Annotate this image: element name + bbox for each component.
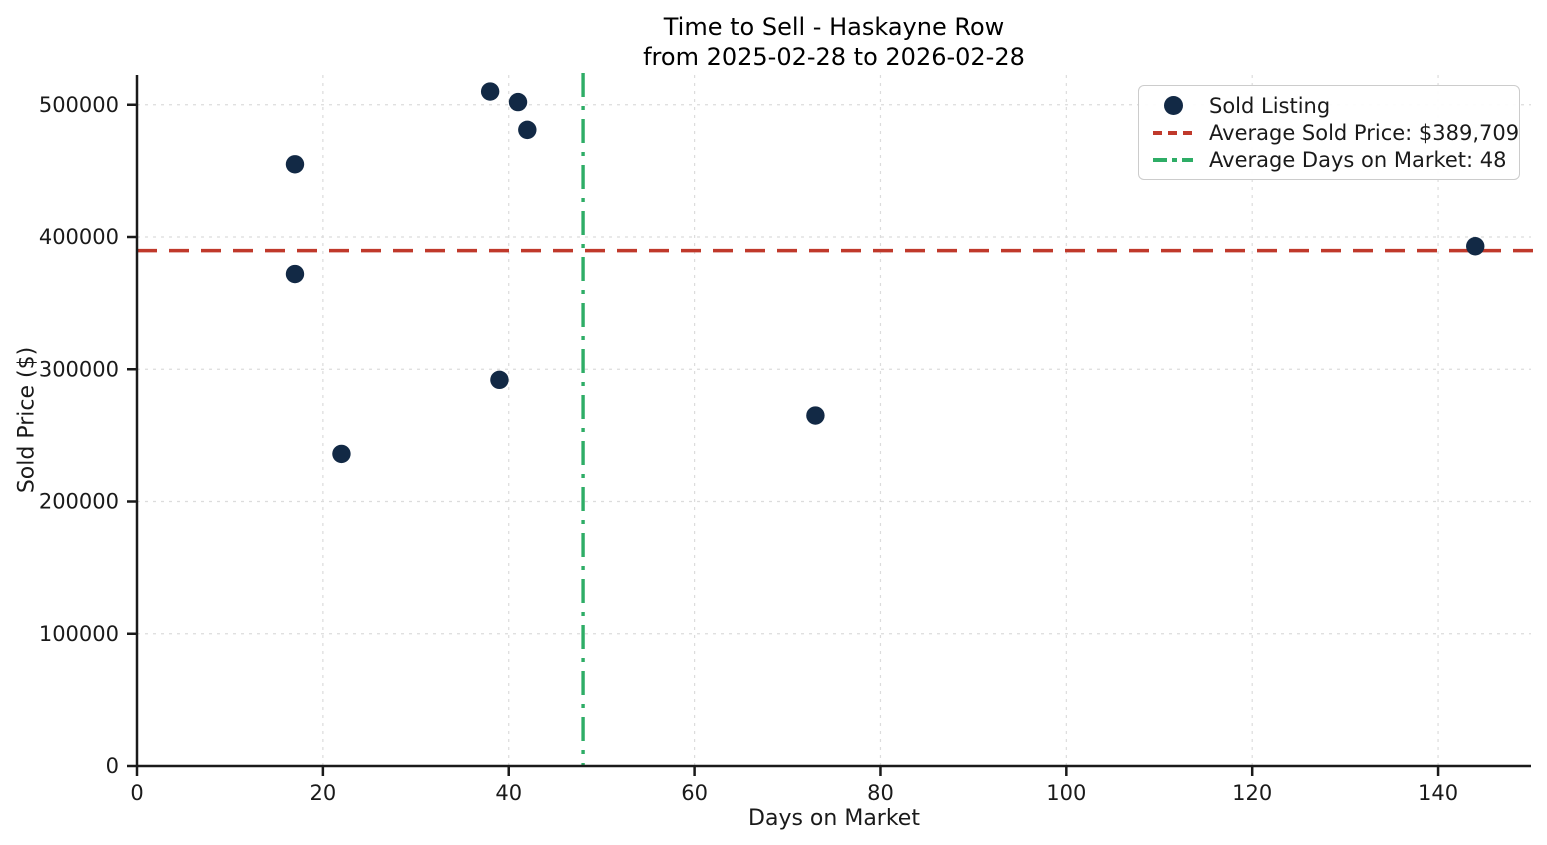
legend-item-average-days-on-market: Average Days on Market: 48 (1151, 148, 1507, 172)
chart-title-block: Time to Sell - Haskayne Row from 2025-02… (137, 12, 1531, 72)
y-tick-label: 0 (106, 754, 119, 778)
x-tick-label: 120 (1232, 781, 1272, 805)
x-tick-label: 40 (495, 781, 522, 805)
legend-label: Sold Listing (1209, 93, 1331, 118)
legend: Sold Listing Average Sold Price: $389,70… (1138, 85, 1520, 180)
y-tick-label: 500000 (39, 93, 119, 117)
scatter-point (1466, 237, 1485, 256)
scatter-point (285, 264, 305, 284)
legend-item-sold-listing: Sold Listing (1151, 94, 1507, 118)
x-tick-label: 100 (1046, 781, 1086, 805)
chart-title: Time to Sell - Haskayne Row (663, 13, 1005, 41)
y-tick-label: 400000 (39, 225, 119, 249)
dash-dot-line-icon (1153, 157, 1193, 162)
x-tick-label: 20 (309, 781, 336, 805)
y-tick-label: 300000 (39, 357, 119, 381)
y-tick-label: 100000 (39, 622, 119, 646)
scatter-point (480, 82, 500, 101)
scatter-point (332, 444, 351, 464)
y-tick-label: 200000 (39, 490, 119, 514)
x-tick-label: 140 (1418, 781, 1458, 805)
sold-listing-dot-icon (1163, 96, 1183, 115)
scatter-point (490, 370, 509, 390)
x-axis-label: Days on Market (748, 806, 920, 831)
legend-item-average-sold-price: Average Sold Price: $389,709 (1151, 121, 1519, 145)
x-tick-label: 80 (867, 781, 894, 805)
x-tick-label: 60 (681, 781, 708, 805)
legend-label: Average Days on Market: 48 (1209, 147, 1507, 172)
legend-label: Average Sold Price: $389,709 (1209, 120, 1520, 145)
x-tick-label: 0 (130, 781, 143, 805)
scatter-point (285, 155, 305, 174)
scatter-point (508, 92, 528, 112)
scatter-point (806, 406, 825, 425)
chart-subtitle: from 2025-02-28 to 2026-02-28 (643, 43, 1025, 71)
scatter-point (518, 120, 537, 140)
dashed-line-icon (1153, 130, 1193, 135)
